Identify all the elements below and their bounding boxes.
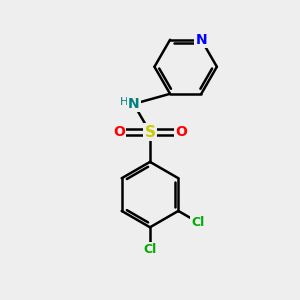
Text: Cl: Cl bbox=[143, 243, 157, 256]
Text: O: O bbox=[113, 125, 125, 139]
Text: N: N bbox=[128, 97, 140, 111]
Text: S: S bbox=[145, 125, 155, 140]
Text: O: O bbox=[175, 125, 187, 139]
Text: N: N bbox=[196, 33, 207, 47]
Text: Cl: Cl bbox=[191, 216, 204, 229]
Text: H: H bbox=[120, 98, 128, 107]
